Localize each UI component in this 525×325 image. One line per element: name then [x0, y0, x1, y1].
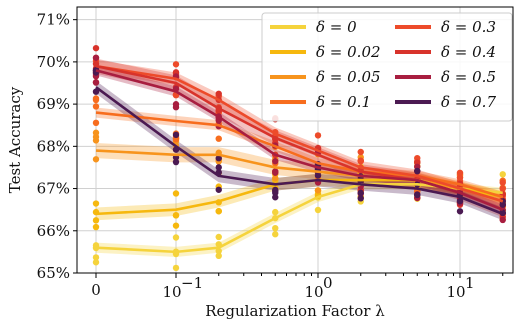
run-point: [272, 187, 279, 195]
run-point: [314, 132, 322, 139]
y-tick-label: 65%: [37, 264, 70, 282]
run-point: [357, 189, 364, 197]
run-point: [92, 217, 100, 224]
x-tick-label: 0: [91, 281, 101, 299]
run-point: [215, 90, 222, 98]
run-point: [456, 197, 464, 205]
legend-label: δ = 0: [316, 18, 357, 36]
run-point: [215, 164, 222, 171]
run-point: [414, 167, 421, 175]
run-point: [92, 200, 100, 207]
run-point: [272, 158, 279, 165]
run-point: [92, 79, 100, 86]
run-point: [215, 186, 222, 193]
run-point: [456, 174, 464, 181]
run-point: [215, 208, 222, 215]
run-point: [456, 208, 464, 215]
run-point: [215, 135, 222, 142]
run-point: [172, 222, 180, 229]
legend-box: [261, 12, 513, 122]
x-tick-label-exponent: −1: [181, 274, 203, 292]
run-point: [172, 190, 180, 197]
legend-label: δ = 0.7: [441, 93, 496, 111]
run-point: [92, 259, 100, 266]
series-lines: [95, 64, 504, 254]
run-point: [172, 101, 180, 108]
run-point: [314, 206, 322, 214]
run-point: [92, 54, 100, 61]
series-band: [96, 142, 503, 209]
y-tick-label: 69%: [37, 95, 70, 113]
run-point: [92, 44, 100, 52]
x-tick-label-exponent: 1: [465, 274, 475, 292]
run-point: [499, 171, 506, 178]
series-line: [95, 183, 503, 254]
x-tick-label-base: 10: [446, 283, 465, 301]
run-point: [499, 185, 506, 192]
run-point: [172, 131, 180, 139]
y-tick-label: 70%: [37, 53, 70, 71]
run-point: [272, 194, 279, 201]
legend-label: δ = 0.3: [441, 18, 496, 36]
y-tick-label: 68%: [37, 137, 70, 155]
run-point: [272, 231, 279, 238]
run-point: [499, 201, 506, 208]
run-point: [215, 155, 222, 162]
run-point: [172, 158, 180, 166]
series-line: [95, 86, 504, 216]
series-line: [95, 111, 504, 199]
x-tick-label-base: 10: [304, 283, 323, 301]
legend-label: δ = 0.5: [441, 68, 496, 86]
run-point: [172, 234, 180, 241]
x-axis-ticks: 0 10 −1 10 0 10 1: [91, 273, 504, 301]
series-line: [95, 69, 504, 211]
legend-label: δ = 0.1: [316, 93, 371, 111]
run-point: [92, 129, 100, 136]
run-point: [272, 224, 279, 232]
run-point: [92, 254, 100, 261]
legend-label: δ = 0.05: [316, 68, 381, 86]
run-point: [357, 157, 364, 164]
y-tick-label: 67%: [37, 180, 70, 198]
legend-label: δ = 0.02: [316, 43, 381, 61]
series-band: [96, 59, 503, 208]
run-point: [92, 88, 100, 95]
run-point: [92, 96, 100, 104]
run-point: [357, 195, 364, 202]
series-line: [95, 64, 504, 203]
x-axis-label: Regularization Factor λ: [205, 302, 385, 320]
run-point: [272, 175, 279, 182]
run-point: [92, 119, 100, 127]
plot-frame: [76, 6, 514, 274]
run-point: [215, 247, 222, 255]
run-point: [92, 103, 100, 110]
run-point: [92, 223, 100, 231]
run-point: [172, 61, 180, 68]
run-point: [456, 169, 464, 176]
y-tick-label: 66%: [37, 222, 70, 240]
run-point: [215, 252, 222, 260]
run-point: [499, 179, 506, 186]
x-tick-label-base: 10: [162, 283, 181, 301]
y-axis-ticks: 65% 66% 67% 68% 69% 70% 71%: [37, 11, 77, 282]
y-tick-label: 71%: [37, 11, 70, 29]
run-point: [92, 156, 100, 163]
run-point: [172, 212, 180, 219]
run-point: [314, 187, 322, 194]
run-point: [172, 264, 180, 272]
run-point: [414, 191, 421, 199]
run-point: [215, 233, 222, 241]
legend: δ = 0 δ = 0.02 δ = 0.05 δ = 0.1 δ = 0.3 δ = 0…: [261, 12, 513, 122]
run-point: [272, 168, 279, 175]
legend-label: δ = 0.4: [441, 43, 496, 61]
run-point: [272, 208, 279, 216]
y-axis-label: Test Accuracy: [6, 86, 24, 193]
run-point: [357, 148, 364, 156]
run-point: [499, 216, 506, 224]
x-tick-label-exponent: 0: [323, 274, 333, 292]
